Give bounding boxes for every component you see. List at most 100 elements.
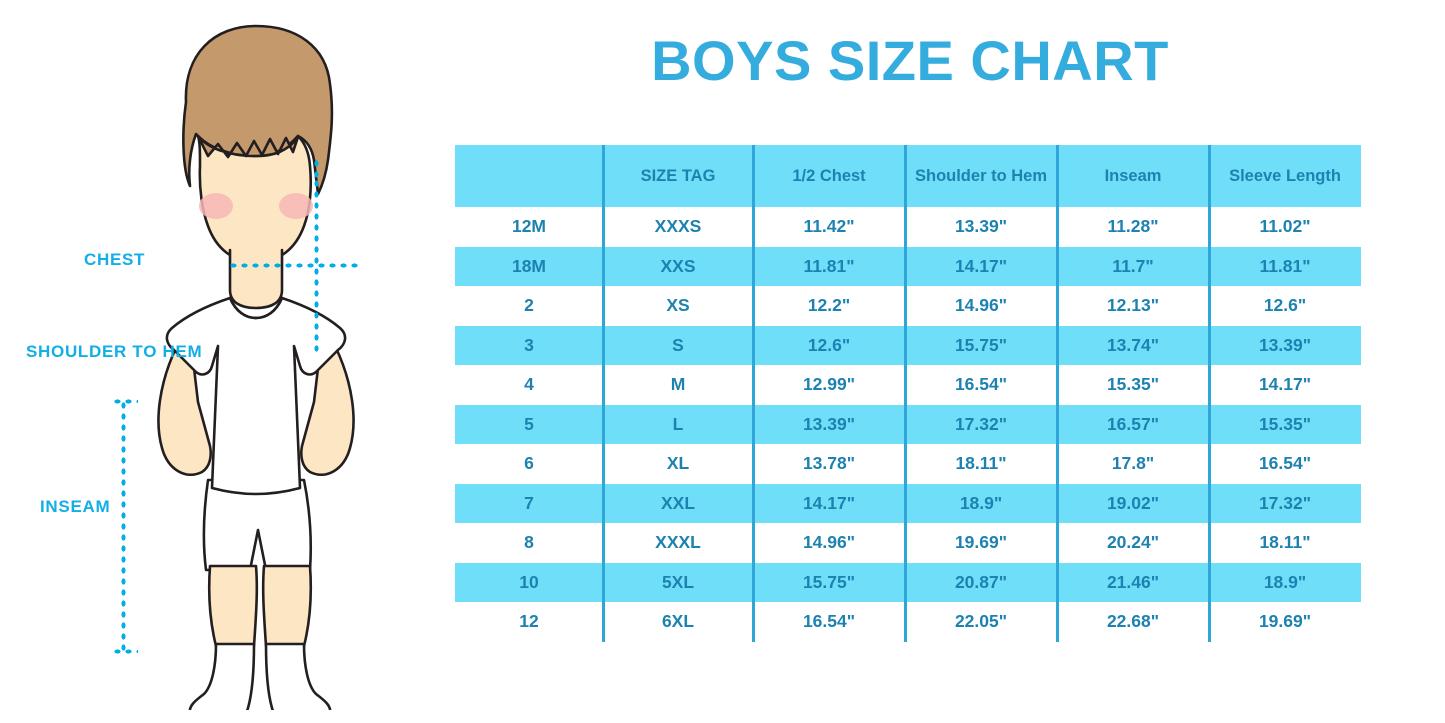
table-row: 3 S 12.6" 15.75" 13.74" 13.39": [455, 325, 1361, 365]
cell-shoulder-to-hem: 18.9": [905, 483, 1057, 523]
cell-sleeve-length: 11.02": [1209, 207, 1361, 247]
table-row: 6 XL 13.78" 18.11" 17.8" 16.54": [455, 444, 1361, 484]
table-row: 4 M 12.99" 16.54" 15.35" 14.17": [455, 365, 1361, 405]
arm-right: [299, 346, 355, 477]
column-divider-3: [904, 145, 907, 642]
cell-size-tag: S: [603, 325, 753, 365]
cell-size-tag: M: [603, 365, 753, 405]
page-title: BOYS SIZE CHART: [651, 29, 1169, 92]
cell-shoulder-to-hem: 20.87": [905, 562, 1057, 602]
cell-half-chest: 12.6": [753, 325, 905, 365]
cell-half-chest: 15.75": [753, 562, 905, 602]
column-header-sleeve-length: Sleeve Length: [1209, 145, 1361, 207]
cell-sleeve-length: 19.69": [1209, 602, 1361, 642]
cell-sleeve-length: 13.39": [1209, 325, 1361, 365]
inseam-cap-top: [112, 398, 138, 405]
cell-inseam: 22.68": [1057, 602, 1209, 642]
cell-sleeve-length: 18.11": [1209, 523, 1361, 563]
column-header-inseam: Inseam: [1057, 145, 1209, 207]
inseam-dotted-line: [120, 400, 127, 652]
chest-dotted-line: [228, 262, 358, 269]
cell-age: 2: [455, 286, 603, 326]
cell-shoulder-to-hem: 18.11": [905, 444, 1057, 484]
boy-illustration: [157, 24, 355, 710]
cell-size-tag: 5XL: [603, 562, 753, 602]
cell-half-chest: 14.96": [753, 523, 905, 563]
table-row: 12M XXXS 11.42" 13.39" 11.28" 11.02": [455, 207, 1361, 247]
inseam-cap-bottom: [112, 648, 138, 655]
cell-shoulder-to-hem: 17.32": [905, 404, 1057, 444]
cell-inseam: 11.28": [1057, 207, 1209, 247]
collar: [228, 296, 284, 320]
blush-right: [279, 193, 313, 219]
cell-age: 3: [455, 325, 603, 365]
cell-inseam: 19.02": [1057, 483, 1209, 523]
column-header-half-chest: 1/2 Chest: [753, 145, 905, 207]
table-body: 12M XXXS 11.42" 13.39" 11.28" 11.02" 18M XXS 11.…: [455, 207, 1361, 642]
cell-sleeve-length: 15.35": [1209, 404, 1361, 444]
cell-shoulder-to-hem: 16.54": [905, 365, 1057, 405]
cell-age: 12: [455, 602, 603, 642]
hair-fringe: [196, 134, 300, 159]
cell-shoulder-to-hem: 22.05": [905, 602, 1057, 642]
cell-half-chest: 12.99": [753, 365, 905, 405]
table-header-row: SIZE TAG 1/2 Chest Shoulder to Hem Insea…: [455, 145, 1361, 207]
inseam-label: INSEAM: [40, 497, 111, 516]
cell-age: 10: [455, 562, 603, 602]
cell-age: 6: [455, 444, 603, 484]
cell-inseam: 13.74": [1057, 325, 1209, 365]
cell-half-chest: 12.2": [753, 286, 905, 326]
size-chart-container: SIZE TAG 1/2 Chest Shoulder to Hem Insea…: [455, 145, 1361, 642]
cell-shoulder-to-hem: 19.69": [905, 523, 1057, 563]
table-header: SIZE TAG 1/2 Chest Shoulder to Hem Insea…: [455, 145, 1361, 207]
cell-age: 18M: [455, 246, 603, 286]
table-row: 10 5XL 15.75" 20.87" 21.46" 18.9": [455, 562, 1361, 602]
cell-sleeve-length: 17.32": [1209, 483, 1361, 523]
cell-size-tag: XXXS: [603, 207, 753, 247]
cell-half-chest: 11.42": [753, 207, 905, 247]
leg-right: [261, 564, 313, 648]
leg-left: [207, 564, 259, 648]
cell-inseam: 16.57": [1057, 404, 1209, 444]
shoulder-to-hem-label: SHOULDER TO HEM: [26, 342, 203, 361]
neck-dotted-tick: [313, 158, 320, 180]
shorts: [202, 478, 313, 572]
cell-size-tag: XXL: [603, 483, 753, 523]
cell-half-chest: 13.39": [753, 404, 905, 444]
cell-inseam: 17.8": [1057, 444, 1209, 484]
cell-sleeve-length: 16.54": [1209, 444, 1361, 484]
cell-shoulder-to-hem: 14.17": [905, 246, 1057, 286]
cell-size-tag: XS: [603, 286, 753, 326]
cell-inseam: 15.35": [1057, 365, 1209, 405]
cell-shoulder-to-hem: 13.39": [905, 207, 1057, 247]
neck: [228, 248, 284, 310]
chest-label: CHEST: [84, 250, 146, 269]
cell-age: 8: [455, 523, 603, 563]
sock-left: [188, 642, 256, 710]
cell-sleeve-length: 11.81": [1209, 246, 1361, 286]
cell-half-chest: 16.54": [753, 602, 905, 642]
cell-age: 4: [455, 365, 603, 405]
shoulder-to-hem-dotted-line: [313, 178, 320, 352]
cell-sleeve-length: 12.6": [1209, 286, 1361, 326]
cell-inseam: 11.7": [1057, 246, 1209, 286]
cell-age: 7: [455, 483, 603, 523]
table-row: 7 XXL 14.17" 18.9" 19.02" 17.32": [455, 483, 1361, 523]
arm-left: [157, 346, 213, 477]
cell-age: 5: [455, 404, 603, 444]
hair-back: [182, 24, 334, 196]
cell-size-tag: XXS: [603, 246, 753, 286]
cell-shoulder-to-hem: 14.96": [905, 286, 1057, 326]
cell-half-chest: 11.81": [753, 246, 905, 286]
cell-sleeve-length: 14.17": [1209, 365, 1361, 405]
cell-shoulder-to-hem: 15.75": [905, 325, 1057, 365]
cell-inseam: 21.46": [1057, 562, 1209, 602]
table-row: 2 XS 12.2" 14.96" 12.13" 12.6": [455, 286, 1361, 326]
cell-age: 12M: [455, 207, 603, 247]
cell-half-chest: 14.17": [753, 483, 905, 523]
cell-inseam: 12.13": [1057, 286, 1209, 326]
column-divider-5: [1208, 145, 1211, 642]
cell-size-tag: XXXL: [603, 523, 753, 563]
column-header-age: [455, 145, 603, 207]
cell-inseam: 20.24": [1057, 523, 1209, 563]
